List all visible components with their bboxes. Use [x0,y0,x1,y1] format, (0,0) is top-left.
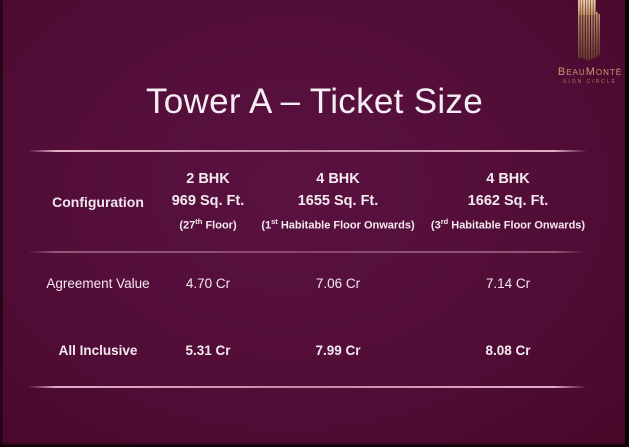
brand-name: BeauMontē [557,66,623,78]
bhk-type: 2 BHK [186,171,230,187]
slide-title: Tower A – Ticket Size [145,82,483,121]
tower-icon [578,0,600,60]
row-label: Agreement Value [46,275,150,291]
area-size: 1662 Sq. Ft. [467,193,549,209]
bhk-type: 4 BHK [486,171,530,187]
floor-note: (3rd Habitable Floor Onwards) [430,217,586,232]
column-header-4bhk-1662: 4 BHK 1662 Sq. Ft. (3rd Habitable Floor … [428,168,588,236]
column-header-2bhk: 2 BHK 969 Sq. Ft. (27th Floor) [168,168,248,236]
divider-header [28,251,587,253]
price-cell: 4.70 Cr [185,275,231,291]
area-size: 1655 Sq. Ft. [297,193,379,209]
table-header-row: Configuration 2 BHK 969 Sq. Ft. (27th Fl… [28,168,588,236]
floor-note: (27th Floor) [179,217,237,232]
table-row-agreement-value: Agreement Value 4.70 Cr 7.06 Cr 7.14 Cr [28,272,588,294]
brand-subtitle: SION CIRCLE [563,79,617,85]
bhk-type: 4 BHK [316,171,360,187]
screen-edge-bottom [0,442,629,447]
brand-logo: BeauMontē SION CIRCLE [552,0,628,85]
table-row-all-inclusive: All Inclusive 5.31 Cr 7.99 Cr 8.08 Cr [28,339,588,361]
price-cell: 5.31 Cr [185,342,231,358]
divider-bottom [28,386,587,388]
divider-top [28,150,587,152]
price-cell: 7.06 Cr [315,275,361,291]
column-header-4bhk-1655: 4 BHK 1655 Sq. Ft. (1st Habitable Floor … [248,168,428,236]
price-cell: 7.99 Cr [315,342,361,358]
screen-edge-left [0,0,3,447]
price-cell: 7.14 Cr [485,275,531,291]
floor-note: (1st Habitable Floor Onwards) [261,217,415,232]
area-size: 969 Sq. Ft. [171,193,245,209]
config-row-label: Configuration [52,193,144,210]
row-label: All Inclusive [58,342,138,358]
price-cell: 8.08 Cr [485,342,531,358]
